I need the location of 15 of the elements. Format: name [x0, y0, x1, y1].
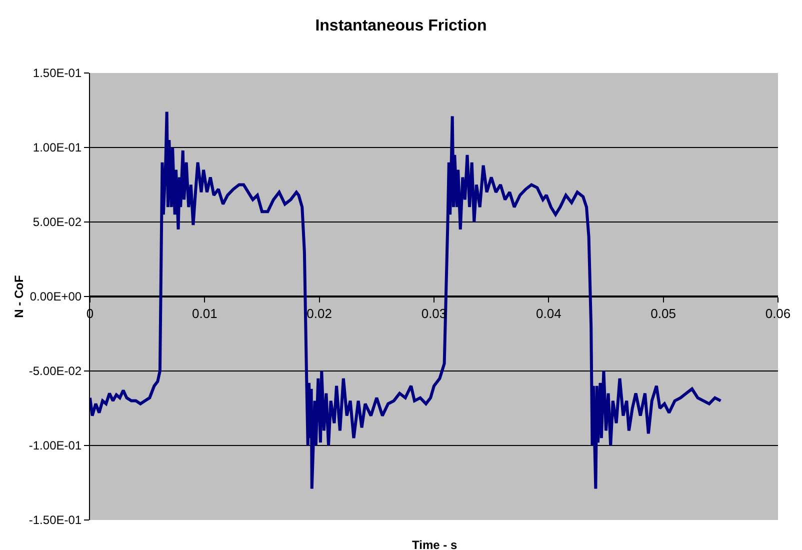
- x-tick-label: 0.02: [306, 306, 332, 322]
- y-tick-label: 0.00E+00: [30, 290, 82, 304]
- y-tick-label: 1.00E-01: [32, 140, 82, 155]
- y-axis-title: N - CoF: [12, 275, 26, 318]
- x-tick-label: 0.06: [765, 306, 791, 322]
- chart-title: Instantaneous Friction: [315, 17, 487, 34]
- y-tick-label: 1.50E-01: [32, 66, 82, 80]
- y-tick-label: -5.00E-02: [28, 364, 82, 378]
- y-tick-label: -1.50E-01: [28, 513, 82, 528]
- y-tick-label: -1.00E-01: [28, 438, 82, 453]
- x-tick-label: 0.05: [650, 306, 676, 322]
- x-tick-label: 0.01: [192, 306, 218, 322]
- x-axis-title: Time - s: [412, 538, 458, 550]
- x-tick-label: 0.04: [536, 306, 562, 322]
- y-tick-label: 5.00E-02: [32, 215, 82, 230]
